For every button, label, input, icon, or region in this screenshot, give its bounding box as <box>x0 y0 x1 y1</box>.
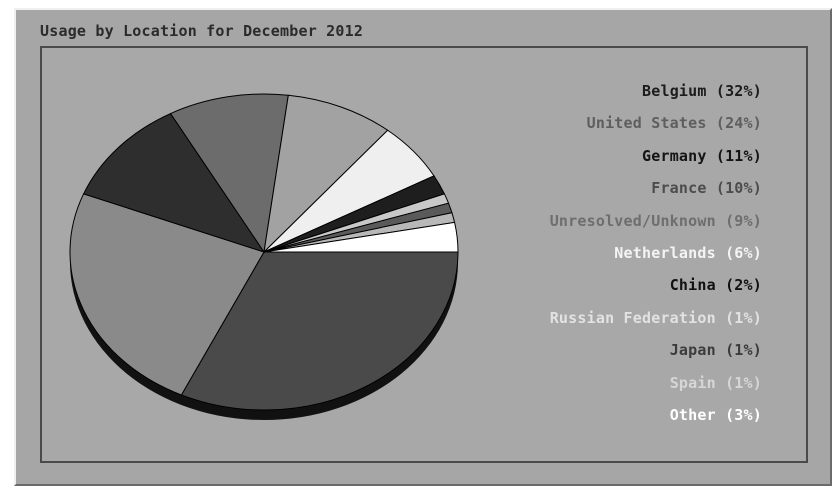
legend-entry-0: Belgium (32%) <box>642 82 762 100</box>
pie-slice-1 <box>69 193 265 396</box>
pie-slice-2 <box>82 112 266 253</box>
pie-slice-0 <box>180 251 459 411</box>
legend-entry-1: United States (24%) <box>586 114 762 133</box>
legend-entry-6: China (2%) <box>669 276 762 295</box>
legend-entry-9: Spain (1%) <box>669 373 762 392</box>
pie-slice-3 <box>169 93 289 254</box>
chart-title: Usage by Location for December 2012 <box>40 22 364 40</box>
legend-entry-2: Germany (11%) <box>642 146 762 165</box>
legend-entry-3: France (10%) <box>651 179 762 198</box>
pie-chart <box>69 93 459 420</box>
legend-entry-5: Netherlands (6%) <box>614 244 762 262</box>
legend-entry-7: Russian Federation (1%) <box>549 308 762 327</box>
pie-slice-4 <box>263 94 389 254</box>
pie-slice-10 <box>263 221 459 253</box>
legend-entry-8: Japan (1%) <box>669 341 762 360</box>
plot-area: Belgium (32%) United States (24%) Germany … <box>40 46 808 463</box>
legend-entry-4: Unresolved/Unknown (9%) <box>549 211 762 230</box>
legend-entry-10: Other (3%) <box>669 406 762 424</box>
